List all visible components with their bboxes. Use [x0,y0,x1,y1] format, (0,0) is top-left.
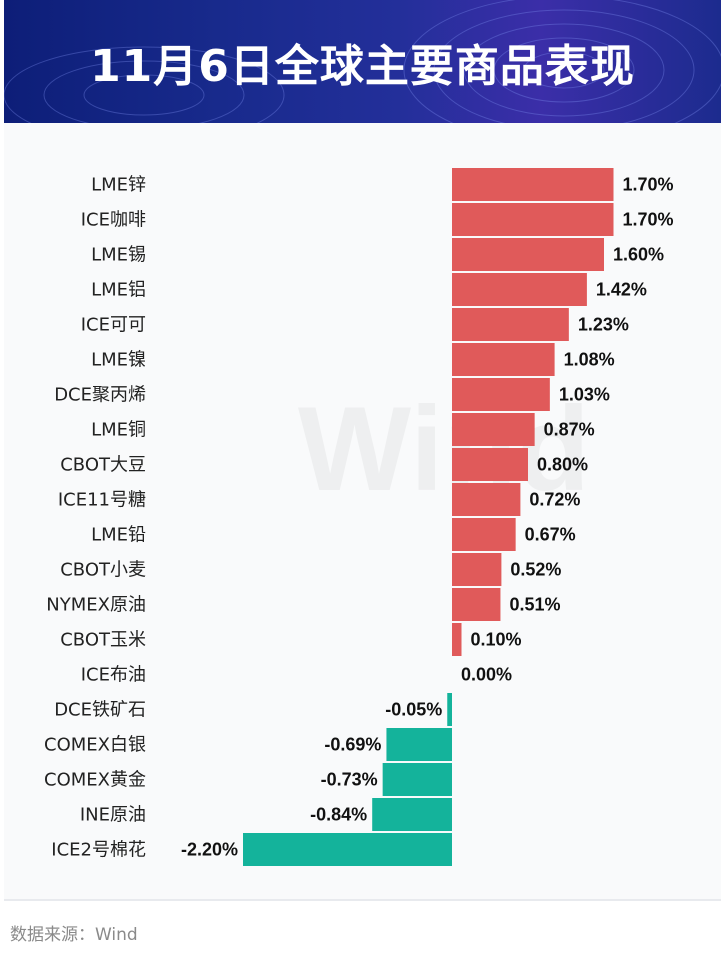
value-label: 1.42% [596,280,647,300]
contour-background [4,0,721,123]
category-label: LME铜 [91,420,146,441]
category-label: LME铅 [91,525,146,546]
bar-4 [452,273,587,306]
bar-16 [447,693,452,726]
value-label: 1.03% [559,385,610,405]
value-label: 1.60% [613,245,664,265]
category-label: COMEX白银 [44,735,146,756]
value-label: 0.72% [529,490,580,510]
bar-19 [372,798,452,831]
category-label: CBOT小麦 [60,560,146,581]
value-label: -0.73% [321,770,378,790]
value-label: 0.52% [510,560,561,580]
category-label: ICE咖啡 [81,210,146,231]
value-label: 1.70% [623,175,674,195]
bar-18 [382,763,452,796]
value-label: -2.20% [181,840,238,860]
bar-11 [452,518,516,551]
category-label: LME锡 [91,245,146,266]
category-label: CBOT大豆 [60,455,146,476]
value-label: 0.51% [509,595,560,615]
bar-chart: Wind LME锌 1.70%ICE咖啡 1.70%LME锡 1.60%LME铝 1.4… [44,168,674,866]
value-label: -0.05% [385,700,442,720]
bar-9 [452,448,528,481]
bar-17 [386,728,452,761]
category-label: NYMEX原油 [46,595,146,616]
value-label: 0.80% [537,455,588,475]
category-label: LME铝 [91,280,146,301]
page-title: 11月6日全球主要商品表现 [90,41,635,92]
title-banner: 11月6日全球主要商品表现 [4,0,721,123]
value-label: 1.08% [564,350,615,370]
value-label: 0.87% [544,420,595,440]
category-label: ICE可可 [81,315,146,336]
category-label: INE原油 [80,805,146,826]
value-label: 0.10% [471,630,522,650]
bar-14 [452,623,462,656]
value-label: 1.70% [623,210,674,230]
bar-8 [452,413,535,446]
bar-7 [452,378,550,411]
bar-10 [452,483,521,516]
category-label: ICE11号糖 [58,490,146,511]
category-label: LME锌 [91,175,146,196]
category-label: ICE2号棉花 [51,840,146,861]
category-label: DCE聚丙烯 [54,385,146,406]
value-label: -0.69% [324,735,381,755]
category-label: DCE铁矿石 [54,700,146,721]
bar-5 [452,308,569,341]
chart-panel: Wind LME锌 1.70% ICE咖啡 1.70% LME锡 1.60% LME铝 1.4… [4,123,721,901]
value-label: 0.67% [525,525,576,545]
bar-1 [452,168,614,201]
bar-6 [452,343,555,376]
bar-13 [452,588,501,621]
category-label: CBOT玉米 [60,630,146,651]
bar-12 [452,553,502,586]
bar-3 [452,238,604,271]
category-label: COMEX黄金 [44,770,146,791]
bar-2 [452,203,614,236]
value-label: 1.23% [578,315,629,335]
value-label: 0.00% [461,665,512,685]
category-label: ICE布油 [81,665,146,686]
category-label: LME镍 [91,350,146,371]
source-note: 数据来源：Wind [10,925,138,945]
bar-20 [243,833,452,866]
value-label: -0.84% [310,805,367,825]
